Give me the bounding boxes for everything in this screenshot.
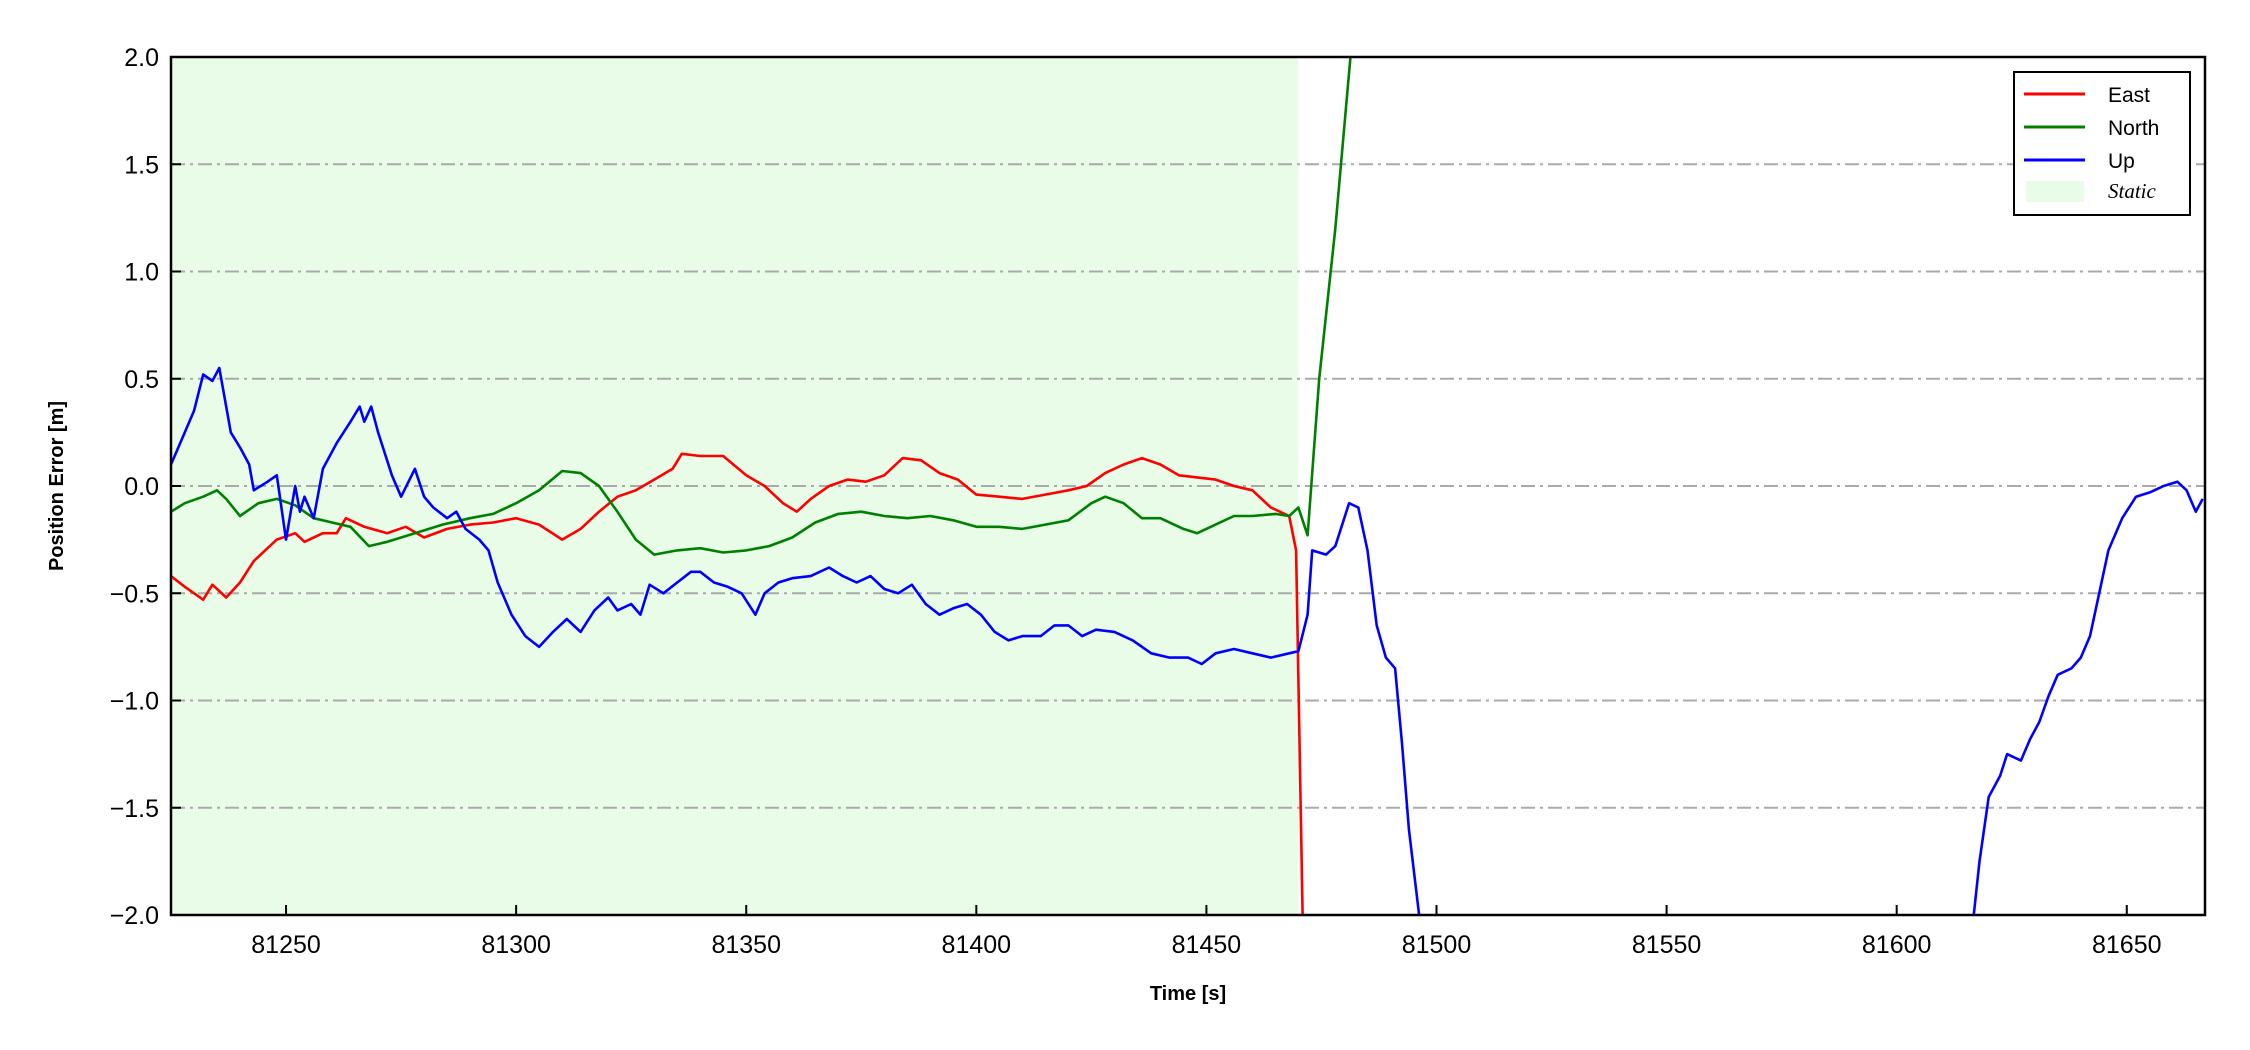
y-tick-label: 2.0 xyxy=(124,44,159,72)
y-tick-label: 0.5 xyxy=(124,366,159,394)
legend-label-east: East xyxy=(2108,84,2150,107)
series-lines xyxy=(171,57,2204,915)
axis-ticks: −2.0 −1.5 −1.0 −0.5 0.0 0.5 1.0 1.5 2.0 81250 8130… xyxy=(110,44,2162,959)
y-tick-label: 1.5 xyxy=(124,151,159,179)
x-tick-label: 81450 xyxy=(1172,931,1242,959)
grid-lines xyxy=(171,163,2205,809)
y-tick-label: 1.0 xyxy=(124,259,159,287)
x-axis-label: Time [s] xyxy=(1150,983,1226,1005)
y-axis-label: Position Error [m] xyxy=(46,401,68,571)
x-tick-label: 81650 xyxy=(2092,931,2162,959)
x-tick-label: 81350 xyxy=(711,931,781,959)
y-tick-label: 0.0 xyxy=(124,473,159,501)
series-line-east xyxy=(171,452,1304,915)
y-tick-label: −2.0 xyxy=(110,902,159,930)
legend-label-north: North xyxy=(2108,117,2159,140)
series-line-up xyxy=(171,366,2204,915)
legend-label-up: Up xyxy=(2108,150,2135,173)
y-tick-label: −1.5 xyxy=(110,795,159,823)
legend-swatch-static xyxy=(2026,181,2084,202)
y-tick-label: −0.5 xyxy=(110,580,159,608)
y-tick-label: −1.0 xyxy=(110,688,159,716)
x-tick-label: 81600 xyxy=(1862,931,1932,959)
series-line-north xyxy=(171,57,1352,556)
x-tick-label: 81500 xyxy=(1402,931,1472,959)
legend-label-static: Static xyxy=(2108,179,2157,203)
legend: East North Up Static xyxy=(2013,71,2191,216)
x-tick-label: 81250 xyxy=(251,931,321,959)
x-tick-label: 81300 xyxy=(481,931,551,959)
x-tick-label: 81400 xyxy=(942,931,1012,959)
x-tick-label: 81550 xyxy=(1632,931,1702,959)
